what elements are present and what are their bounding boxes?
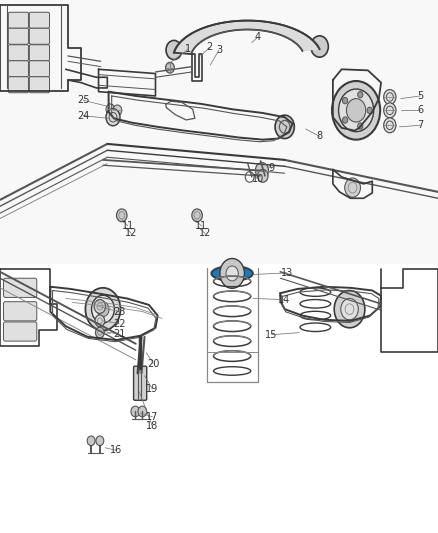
Text: 19: 19 xyxy=(146,384,159,394)
Text: 23: 23 xyxy=(113,307,125,317)
FancyBboxPatch shape xyxy=(134,366,147,400)
Circle shape xyxy=(258,169,268,182)
Circle shape xyxy=(275,115,294,139)
Text: 9: 9 xyxy=(268,164,275,173)
Text: 12: 12 xyxy=(199,229,211,238)
Circle shape xyxy=(384,90,396,104)
Circle shape xyxy=(106,109,120,126)
Circle shape xyxy=(85,288,120,330)
Circle shape xyxy=(332,81,380,140)
Circle shape xyxy=(384,118,396,133)
Text: 4: 4 xyxy=(254,33,261,42)
Circle shape xyxy=(334,290,365,328)
Text: 11: 11 xyxy=(195,221,208,231)
Circle shape xyxy=(220,259,244,288)
Circle shape xyxy=(97,302,109,317)
Text: 21: 21 xyxy=(113,329,125,339)
Circle shape xyxy=(131,406,140,417)
Circle shape xyxy=(166,62,174,73)
Circle shape xyxy=(94,300,106,313)
Circle shape xyxy=(95,327,104,338)
FancyBboxPatch shape xyxy=(8,77,28,93)
Circle shape xyxy=(117,209,127,222)
Text: 6: 6 xyxy=(417,106,424,115)
FancyBboxPatch shape xyxy=(4,322,37,341)
FancyBboxPatch shape xyxy=(4,278,37,297)
Circle shape xyxy=(384,103,396,118)
Text: 20: 20 xyxy=(147,359,159,368)
Circle shape xyxy=(92,295,114,323)
Circle shape xyxy=(339,89,374,132)
FancyBboxPatch shape xyxy=(8,45,28,61)
Circle shape xyxy=(346,99,366,122)
Circle shape xyxy=(96,436,104,446)
FancyBboxPatch shape xyxy=(8,12,28,28)
Circle shape xyxy=(113,105,122,116)
Circle shape xyxy=(341,298,358,320)
Circle shape xyxy=(311,36,328,57)
Ellipse shape xyxy=(211,266,253,281)
Text: 8: 8 xyxy=(317,132,323,141)
Circle shape xyxy=(87,436,95,446)
Text: 3: 3 xyxy=(216,45,222,55)
Bar xyxy=(0,0,438,264)
FancyBboxPatch shape xyxy=(29,45,49,61)
Text: 22: 22 xyxy=(113,319,125,328)
FancyBboxPatch shape xyxy=(29,12,49,28)
Text: 24: 24 xyxy=(77,111,89,120)
FancyBboxPatch shape xyxy=(8,28,28,44)
Text: 12: 12 xyxy=(125,229,138,238)
Circle shape xyxy=(106,104,115,115)
Text: 18: 18 xyxy=(146,422,159,431)
Circle shape xyxy=(358,123,363,129)
Circle shape xyxy=(358,92,363,98)
FancyBboxPatch shape xyxy=(8,61,28,77)
Text: 1: 1 xyxy=(185,44,191,54)
Text: 11: 11 xyxy=(122,221,134,231)
Text: 7: 7 xyxy=(417,120,424,130)
Circle shape xyxy=(343,117,348,123)
Text: 14: 14 xyxy=(278,295,290,304)
Text: 25: 25 xyxy=(77,95,89,105)
Circle shape xyxy=(255,163,268,179)
Text: 2: 2 xyxy=(206,43,212,52)
Text: 5: 5 xyxy=(417,91,424,101)
PathPatch shape xyxy=(174,21,320,54)
Text: 15: 15 xyxy=(265,330,278,340)
Circle shape xyxy=(345,178,360,197)
Circle shape xyxy=(166,41,182,60)
Circle shape xyxy=(95,315,105,327)
Text: 17: 17 xyxy=(146,412,159,422)
FancyBboxPatch shape xyxy=(29,28,49,44)
FancyBboxPatch shape xyxy=(29,61,49,77)
Circle shape xyxy=(138,406,147,417)
FancyBboxPatch shape xyxy=(4,302,37,321)
Circle shape xyxy=(192,209,202,222)
Circle shape xyxy=(226,266,238,281)
Circle shape xyxy=(343,98,348,104)
Text: 13: 13 xyxy=(281,268,293,278)
Circle shape xyxy=(367,107,372,114)
Text: 16: 16 xyxy=(110,446,122,455)
FancyBboxPatch shape xyxy=(29,77,49,93)
Text: 10: 10 xyxy=(252,174,265,184)
